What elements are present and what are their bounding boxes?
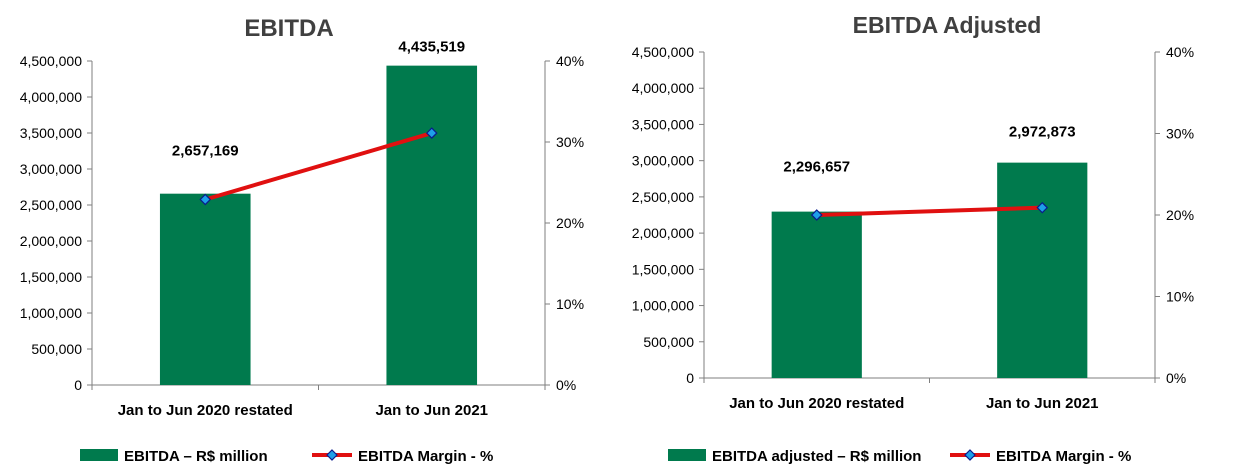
y-left-tick-label: 500,000 — [31, 341, 82, 357]
legend-bar-swatch — [80, 449, 118, 461]
y-left-tick-label: 0 — [74, 377, 82, 393]
y-right-tick-label: 20% — [1166, 207, 1194, 223]
y-left-tick-label: 500,000 — [643, 334, 694, 350]
chart-title: EBITDA Adjusted — [853, 12, 1042, 38]
bar — [159, 193, 251, 385]
y-left-tick-label: 4,000,000 — [632, 80, 694, 96]
y-left-tick-label: 1,500,000 — [20, 269, 82, 285]
margin-point-marker — [425, 127, 438, 139]
y-left-tick-label: 0 — [686, 370, 694, 386]
x-category-label: Jan to Jun 2020 restated — [729, 395, 904, 412]
margin-point-marker — [199, 193, 212, 206]
y-left-tick-label: 2,500,000 — [20, 197, 82, 213]
ebitda-chart: EBITDA 0 500,000 1,000,000 1,500,000 2,000,00… — [20, 15, 584, 465]
y-right-tick-label: 30% — [556, 134, 584, 150]
x-category-label: Jan to Jun 2021 — [375, 402, 488, 419]
legend-bar-label: EBITDA adjusted – R$ million — [712, 448, 921, 465]
y-right-tick-label: 40% — [1166, 44, 1194, 60]
margin-point-marker — [810, 209, 823, 221]
y-left-tick-label: 2,000,000 — [20, 233, 82, 249]
y-left-tick-label: 1,000,000 — [632, 298, 694, 314]
y-left-tick-label: 4,000,000 — [20, 89, 82, 105]
y-left-tick-label: 3,000,000 — [20, 161, 82, 177]
y-left-tick-label: 2,000,000 — [632, 225, 694, 241]
y-left-tick-label: 2,500,000 — [632, 189, 694, 205]
bar — [771, 211, 862, 378]
x-category-label: Jan to Jun 2020 restated — [118, 402, 293, 419]
y-left-tick-label: 1,000,000 — [20, 305, 82, 321]
y-right-tick-label: 40% — [556, 53, 584, 69]
y-right-tick-label: 10% — [1166, 289, 1194, 305]
y-right-tick-label: 0% — [1166, 370, 1186, 386]
legend-line-label: EBITDA Margin - % — [996, 448, 1131, 465]
legend-line-marker — [964, 449, 976, 461]
y-right-tick-label: 10% — [556, 296, 584, 312]
y-right-tick-label: 20% — [556, 215, 584, 231]
bar-data-label: 2,972,873 — [1009, 124, 1076, 141]
x-category-label: Jan to Jun 2021 — [986, 395, 1099, 412]
y-left-tick-label: 4,500,000 — [632, 44, 694, 60]
margin-series-line — [816, 205, 1043, 217]
margin-point-marker — [1036, 201, 1049, 214]
legend-bar-swatch — [668, 449, 706, 461]
y-right-tick-label: 0% — [556, 377, 576, 393]
legend-line-marker — [326, 449, 338, 461]
bar — [997, 162, 1088, 378]
bar-data-label: 2,296,657 — [783, 159, 850, 176]
legend-bar-label: EBITDA – R$ million — [124, 448, 268, 465]
y-left-tick-label: 3,000,000 — [632, 153, 694, 169]
y-left-tick-label: 1,500,000 — [632, 261, 694, 277]
ebitda-adjusted-chart: EBITDA Adjusted 0 500,000 1,000,000 1,500,00… — [632, 12, 1194, 465]
y-left-tick-label: 4,500,000 — [20, 53, 82, 69]
y-left-tick-label: 3,500,000 — [20, 125, 82, 141]
bar — [386, 65, 478, 385]
bar-data-label: 2,657,169 — [172, 143, 239, 160]
y-right-tick-label: 30% — [1166, 126, 1194, 142]
margin-series-line — [204, 131, 433, 202]
chart-title: EBITDA — [244, 15, 333, 42]
legend-line-label: EBITDA Margin - % — [358, 448, 493, 465]
bar-data-label: 4,435,519 — [398, 39, 465, 56]
y-left-tick-label: 3,500,000 — [632, 116, 694, 132]
